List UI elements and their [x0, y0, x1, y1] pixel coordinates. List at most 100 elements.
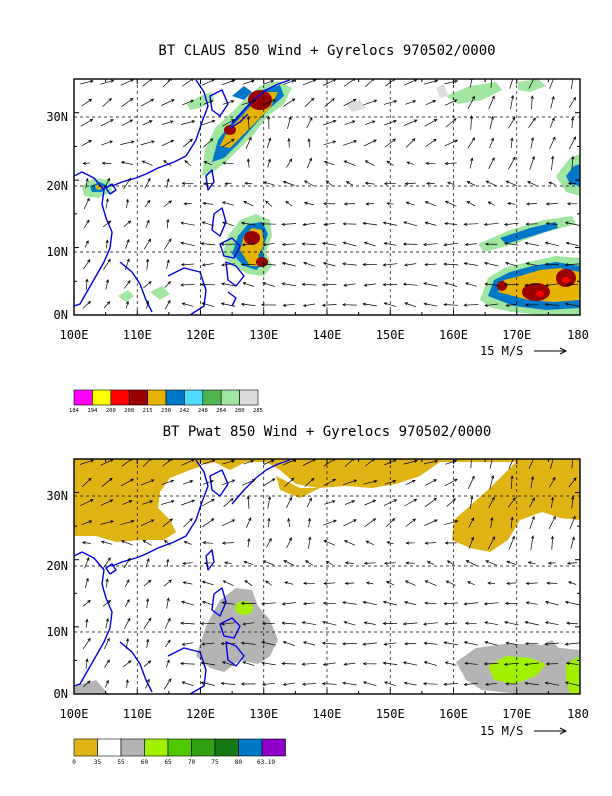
wind-vector — [142, 120, 153, 126]
wind-vector — [201, 119, 216, 126]
wind-vector — [570, 79, 574, 90]
wind-vector — [286, 158, 293, 168]
wind-vector — [123, 557, 131, 569]
wind-vector — [487, 536, 496, 550]
wind-vector — [403, 119, 418, 126]
wind-vector — [262, 478, 276, 487]
shade-core — [224, 125, 236, 135]
wind-vector — [201, 600, 214, 606]
wind-vector — [125, 300, 129, 309]
bottom-colorbar-label: 75 — [211, 759, 219, 766]
wind-vector — [105, 239, 109, 249]
wind-vector — [526, 181, 537, 186]
wind-vector — [363, 139, 378, 147]
wind-vector — [321, 682, 337, 686]
wind-vector — [487, 581, 495, 585]
wind-vector — [161, 99, 175, 106]
wind-vector — [424, 541, 437, 545]
wind-vector — [283, 98, 296, 107]
wind-vector — [201, 498, 215, 507]
wind-vector — [423, 622, 438, 626]
wind-vector — [489, 474, 495, 490]
wind-vector — [528, 117, 536, 128]
wind-vector — [424, 601, 437, 605]
wind-vector — [85, 658, 89, 669]
wind-vector — [162, 518, 174, 527]
wind-vector — [488, 95, 495, 110]
wind-vector — [423, 302, 438, 307]
wind-vector — [425, 479, 437, 486]
wind-vector — [183, 540, 192, 545]
shade-region — [196, 588, 278, 672]
shade-region — [566, 656, 580, 694]
wind-vector — [550, 535, 555, 550]
bottom-colorbar-label: 70 — [188, 759, 196, 766]
wind-vector — [183, 202, 192, 206]
bottom-x-tick-label: 110E — [123, 707, 152, 721]
wind-vector — [261, 682, 275, 686]
wind-vector — [281, 282, 296, 287]
bottom-y-tick-label: 30N — [46, 489, 68, 503]
wind-vector — [444, 200, 457, 207]
wind-vector — [463, 602, 479, 606]
wind-vector — [402, 242, 418, 246]
wind-vector — [161, 479, 175, 485]
colorbar-swatch — [73, 389, 93, 406]
wind-vector — [405, 479, 416, 486]
wind-vector — [362, 662, 377, 666]
bottom-colorbar-label: 55 — [117, 759, 125, 766]
wind-vector — [504, 241, 519, 246]
colorbar-swatch — [214, 738, 239, 757]
wind-vector — [444, 222, 458, 226]
wind-vector — [343, 202, 356, 206]
wind-vector — [402, 661, 418, 666]
wind-vector — [301, 242, 317, 246]
wind-vector — [489, 137, 494, 149]
wind-vector — [301, 282, 317, 287]
wind-vector — [101, 477, 113, 487]
wind-vector — [302, 641, 316, 646]
wind-vector — [302, 602, 315, 606]
wind-vector — [404, 182, 416, 186]
wind-vector — [508, 116, 516, 129]
wind-vector — [443, 242, 458, 247]
wind-vector — [104, 659, 110, 668]
colorbar-swatch — [184, 389, 204, 406]
bottom-y-tick-labels: 0N 10N 20N 30N — [46, 489, 68, 701]
wind-vector — [463, 303, 479, 307]
wind-vector — [102, 97, 112, 107]
wind-vector — [323, 119, 337, 126]
wind-vector — [224, 182, 232, 186]
shade-region — [232, 86, 252, 100]
wind-vector — [483, 602, 499, 606]
wind-vector — [384, 119, 397, 126]
wind-vector — [202, 541, 214, 545]
wind-vector — [164, 639, 171, 648]
wind-vector — [244, 181, 253, 185]
wind-vector — [246, 158, 250, 168]
wind-vector — [405, 201, 415, 206]
wind-vector — [424, 580, 437, 586]
wind-vector — [384, 138, 397, 148]
wind-vector — [80, 118, 94, 127]
top-colorbar-label: 280 — [235, 408, 245, 414]
wind-vector — [382, 621, 398, 626]
wind-vector — [545, 221, 558, 226]
colorbar-swatch — [202, 389, 222, 406]
wind-vector — [164, 281, 171, 288]
wind-vector — [567, 181, 577, 186]
wind-vector — [364, 181, 375, 185]
wind-vector — [363, 283, 376, 287]
top-y-tick-label: 10N — [46, 245, 68, 259]
wind-vector — [246, 517, 252, 528]
bottom-vector-scale-label: 15 M/S — [480, 724, 523, 738]
wind-vector — [564, 600, 580, 606]
wind-vector — [510, 516, 514, 529]
wind-vector — [220, 242, 236, 246]
wind-vector — [262, 242, 275, 247]
wind-vector — [525, 262, 538, 266]
wind-vector — [265, 580, 273, 586]
wind-vector — [564, 221, 580, 226]
wind-vector — [302, 222, 316, 227]
